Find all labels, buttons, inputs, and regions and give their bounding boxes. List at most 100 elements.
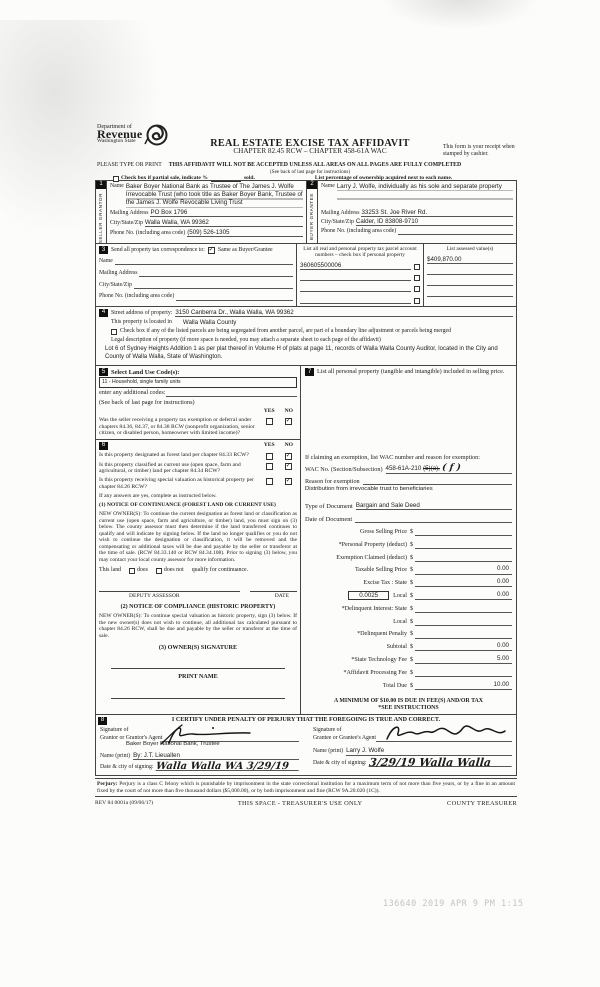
same-as-buyer-checkbox[interactable]: ✓ [207,246,215,254]
legal-description-field[interactable]: Lot 6 of Sydney Heights Addition 1 as pe… [105,346,498,360]
parcel-personal-checkbox-1[interactable] [414,263,420,270]
buyer-box: 2 BUYER GRANTEE Name Larry J. Wolfe, ind… [306,181,516,244]
corr-name-label: Name [99,258,113,265]
grantee-date-city-field[interactable]: 3/29/19 Walla Walla [369,756,513,769]
excise-tax-local-field[interactable]: 0.00 [415,591,512,601]
grantee-date-city-label: Date & city of signing: [313,759,367,766]
deputy-date-line[interactable] [250,582,297,593]
parcel-personal-checkbox-2[interactable] [414,275,420,282]
buyer-city-field[interactable]: Calder, ID 83808-9710 [355,218,513,227]
s6-q2-no-checkbox[interactable]: ✓ [285,462,292,470]
subtotal-field[interactable]: 0.00 [415,642,512,652]
buyer-city-label: City/State/Zip [321,219,354,226]
total-due-field[interactable]: 10.00 [415,681,512,690]
s5-yes-checkbox[interactable] [266,417,273,425]
s6-q2-yes-checkbox[interactable] [266,462,273,470]
buyer-name-field[interactable]: Larry J. Wolfe, individually as his sole… [336,183,513,207]
assessed-value-field[interactable]: $409,870.00 [427,256,513,264]
does-not-label: does not [163,567,184,574]
dollar-sign: $ [410,669,414,676]
additional-codes-field[interactable] [165,390,297,397]
assessed-value-field[interactable] [427,278,513,287]
personal-property-deduct-field[interactable] [415,540,512,549]
print-name-line[interactable] [111,689,285,699]
parcel-number-field[interactable] [300,296,411,304]
type-or-print-label: PLEASE TYPE OR PRINT [97,162,162,168]
grantor-agent-label: Grantor or Grantor's Agent [100,735,163,742]
parcel-number-field[interactable]: 360605500006 [300,262,411,270]
partial-sale-label: Check box if partial sale, indicate % [121,175,208,181]
land-use-code-field[interactable]: 11 - Household, single family units [99,377,297,389]
assessed-value-field[interactable] [427,289,513,298]
seller-city-label: City/State/Zip [110,219,143,226]
personal-property-label: List all personal property (tangible and… [317,368,505,376]
if-yes-note: If any answers are yes, complete as inst… [99,492,217,499]
type-of-document-field[interactable]: Bargain and Sale Deed [355,502,512,511]
segregated-label: Check box if any of the listed parcels a… [120,327,451,334]
wac-number-field[interactable]: 458-61A-210 (5)(a), ( f ) [385,463,512,474]
form-header: Department of Revenue Washington State R… [95,122,517,183]
deputy-assessor-signature-line[interactable] [99,582,240,593]
dollar-sign: $ [410,631,414,638]
gross-selling-price-field[interactable] [415,527,512,537]
delinquent-interest-state-field[interactable] [415,604,512,613]
does-not-checkbox[interactable] [155,567,162,574]
s5-no-checkbox[interactable]: ✓ [285,417,292,425]
exemption-question: Was the seller receiving a property tax … [99,416,255,437]
dollar-sign: $ [410,592,414,599]
dollar-sign: $ [410,618,414,625]
located-in-field[interactable]: Walla Walla County [182,318,237,326]
partial-sale-percent-field[interactable] [210,181,241,183]
taxable-selling-price-field[interactable]: 0.00 [415,565,512,575]
exemption-claimed-field[interactable] [415,553,512,562]
section4-badge: 4 [99,308,108,317]
partial-sale-checkbox[interactable] [113,176,119,183]
seller-city-field[interactable]: Walla Walla, WA 99362 [144,219,303,228]
parcel-number-field[interactable] [300,273,411,282]
type-of-document-label: Type of Document [305,502,353,510]
state-technology-fee-field[interactable]: 5.00 [415,655,512,665]
delinquent-penalty-field[interactable] [415,629,512,639]
segregated-checkbox[interactable] [111,328,117,335]
date-of-document-field[interactable] [355,516,512,524]
parcel-personal-checkbox-4[interactable] [414,297,420,304]
wac-handwritten-text: ( f ) [441,463,461,474]
corr-name-field[interactable] [114,258,293,266]
corr-phone-field[interactable] [176,294,293,301]
grantee-name-print-field[interactable]: Larry J. Wolfe [346,747,512,756]
parcel-number-field[interactable] [300,284,411,293]
assessed-value-header: List assessed value(s) [446,246,494,253]
section8-badge: 8 [98,716,107,725]
s6-q3-yes-checkbox[interactable] [266,477,273,485]
grantor-date-city-field[interactable]: Walla Walla WA 3/29/19 [156,761,300,772]
corr-city-field[interactable] [133,282,293,289]
grantor-name-print-field[interactable]: By: J.T. Lieuallen [133,752,299,760]
seller-mailing-field[interactable]: PO Box 1796 [150,209,303,218]
excise-tax-state-field[interactable]: 0.00 [415,578,512,588]
street-address-field[interactable]: 3150 Canberra Dr., Walla Walla, WA 99362 [175,309,513,317]
s6-q1-yes-checkbox[interactable] [266,452,273,460]
notice1-body: NEW OWNER(S): To continue the current de… [99,511,297,563]
parcel-personal-checkbox-3[interactable] [414,286,420,293]
s6-q1-no-checkbox[interactable]: ✓ [285,452,292,460]
section7-badge: 7 [305,368,314,377]
notice2-body: NEW OWNER(S): To continue special valuat… [99,613,297,639]
affidavit-processing-fee-field[interactable] [415,668,512,677]
delinquent-interest-local-field[interactable] [415,617,512,626]
reason-exemption-line[interactable] [362,478,512,485]
corr-mailing-field[interactable] [139,270,293,278]
local-rate-box: 0.0025 [348,590,390,601]
corr-phone-label: Phone No. (including area code) [99,293,175,300]
does-checkbox[interactable] [129,567,136,574]
assessed-value-field[interactable] [427,267,513,275]
s6-q3-no-checkbox[interactable]: ✓ [285,477,292,485]
seller-name-field[interactable]: Baker Boyer National Bank as Trustee of … [125,183,303,208]
grantee-signature-line[interactable] [376,735,512,743]
buyer-phone-field[interactable] [398,234,513,236]
legal-description-label: Legal description of property (if more s… [111,337,381,344]
buyer-mailing-field[interactable]: 33253 St. Joe River Rd. [361,209,513,217]
delinquent-interest-local-label: Local [393,618,407,625]
owners-signature-line[interactable] [111,659,285,670]
seller-phone-field[interactable]: (509) 526-1305 [187,229,303,237]
subtotal-label: Subtotal [386,644,407,651]
